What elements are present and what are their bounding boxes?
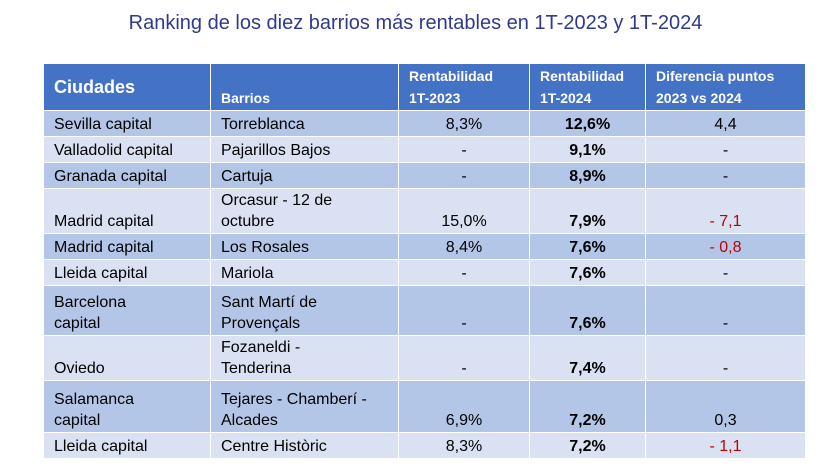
table-cell: 9,1%	[529, 136, 646, 163]
header-cell: Rentabilidad 1T-2024	[529, 63, 646, 111]
table-cell: Barcelona capital	[43, 285, 211, 336]
table-cell: Granada capital	[43, 162, 211, 189]
header-cell: Diferencia puntos 2023 vs 2024	[645, 63, 806, 111]
header-cell: Barrios	[210, 63, 399, 111]
table-row: Valladolid capital Pajarillos Bajos -9,1% -	[43, 136, 806, 163]
table-cell: -	[645, 335, 806, 381]
table-cell: -	[645, 285, 806, 336]
table-cell: -	[398, 335, 530, 381]
table-cell: - 1,1	[645, 432, 806, 459]
header-cell: Rentabilidad 1T-2023	[398, 63, 530, 111]
table-cell: Los Rosales	[210, 233, 399, 260]
table-cell: -	[645, 136, 806, 163]
table-cell: -	[398, 162, 530, 189]
table-cell: Madrid capital	[43, 188, 211, 234]
table-row: Barcelona capital Sant Martí de Provençal…	[43, 285, 806, 336]
table-cell: 8,3%	[398, 432, 530, 459]
table-cell: 6,9%	[398, 380, 530, 433]
table-cell: - 7,1	[645, 188, 806, 234]
table-cell: Cartuja	[210, 162, 399, 189]
table-cell: 12,6%	[529, 110, 646, 137]
table-cell: 8,9%	[529, 162, 646, 189]
table-cell: 7,2%	[529, 380, 646, 433]
table-cell: Fozaneldi - Tenderina	[210, 335, 399, 381]
table-row: Lleida capital Centre Històric 8,3% 7,2% - 1…	[43, 432, 806, 459]
table-cell: Oviedo	[43, 335, 211, 381]
table-cell: Tejares - Chamberí - Alcades	[210, 380, 399, 433]
table-cell: - 0,8	[645, 233, 806, 260]
table-cell: 7,2%	[529, 432, 646, 459]
ranking-table: Ciudades Barrios Rentabilidad 1T-2023 Renta…	[43, 63, 806, 459]
table-cell: Pajarillos Bajos	[210, 136, 399, 163]
table-cell: 8,4%	[398, 233, 530, 260]
table-cell: Salamanca capital	[43, 380, 211, 433]
table-cell: Sant Martí de Provençals	[210, 285, 399, 336]
table-cell: 7,9%	[529, 188, 646, 234]
table-row: Granada capital Cartuja -8,9% -	[43, 162, 806, 189]
header-cell: Ciudades	[43, 63, 211, 111]
table-cell: 8,3%	[398, 110, 530, 137]
table-cell: 7,6%	[529, 233, 646, 260]
table-cell: -	[398, 136, 530, 163]
table-body: Sevilla capital Torreblanca 8,3% 12,6% 4,4 Va…	[43, 110, 806, 459]
table-cell: -	[645, 259, 806, 286]
table-cell: Valladolid capital	[43, 136, 211, 163]
table-cell: Torreblanca	[210, 110, 399, 137]
table-cell: Mariola	[210, 259, 399, 286]
table-cell: -	[645, 162, 806, 189]
table-cell: Orcasur - 12 de octubre	[210, 188, 399, 234]
table-cell: Sevilla capital	[43, 110, 211, 137]
table-cell: 7,6%	[529, 259, 646, 286]
table-cell: Centre Històric	[210, 432, 399, 459]
table-cell: Lleida capital	[43, 432, 211, 459]
header-row: Ciudades Barrios Rentabilidad 1T-2023 Renta…	[43, 63, 806, 111]
table-row: Salamanca capital Tejares - Chamberí - Al…	[43, 380, 806, 433]
table-cell: Lleida capital	[43, 259, 211, 286]
table-row: Madrid capital Orcasur - 12 de octubre 15,…	[43, 188, 806, 234]
table-cell: 0,3	[645, 380, 806, 433]
table-cell: -	[398, 259, 530, 286]
title: Ranking de los diez barrios más rentable…	[128, 12, 703, 34]
table-row: Oviedo Fozaneldi - Tenderina -7,4% -	[43, 335, 806, 381]
table-cell: Madrid capital	[43, 233, 211, 260]
table-cell: 7,4%	[529, 335, 646, 381]
table-cell: 7,6%	[529, 285, 646, 336]
table-cell: 15,0%	[398, 188, 530, 234]
table-row: Madrid capital Los Rosales 8,4% 7,6% - 0,8	[43, 233, 806, 260]
table-cell: -	[398, 285, 530, 336]
table-row: Lleida capital Mariola -7,6% -	[43, 259, 806, 286]
table-row: Sevilla capital Torreblanca 8,3% 12,6% 4,4	[43, 110, 806, 137]
table-cell: 4,4	[645, 110, 806, 137]
